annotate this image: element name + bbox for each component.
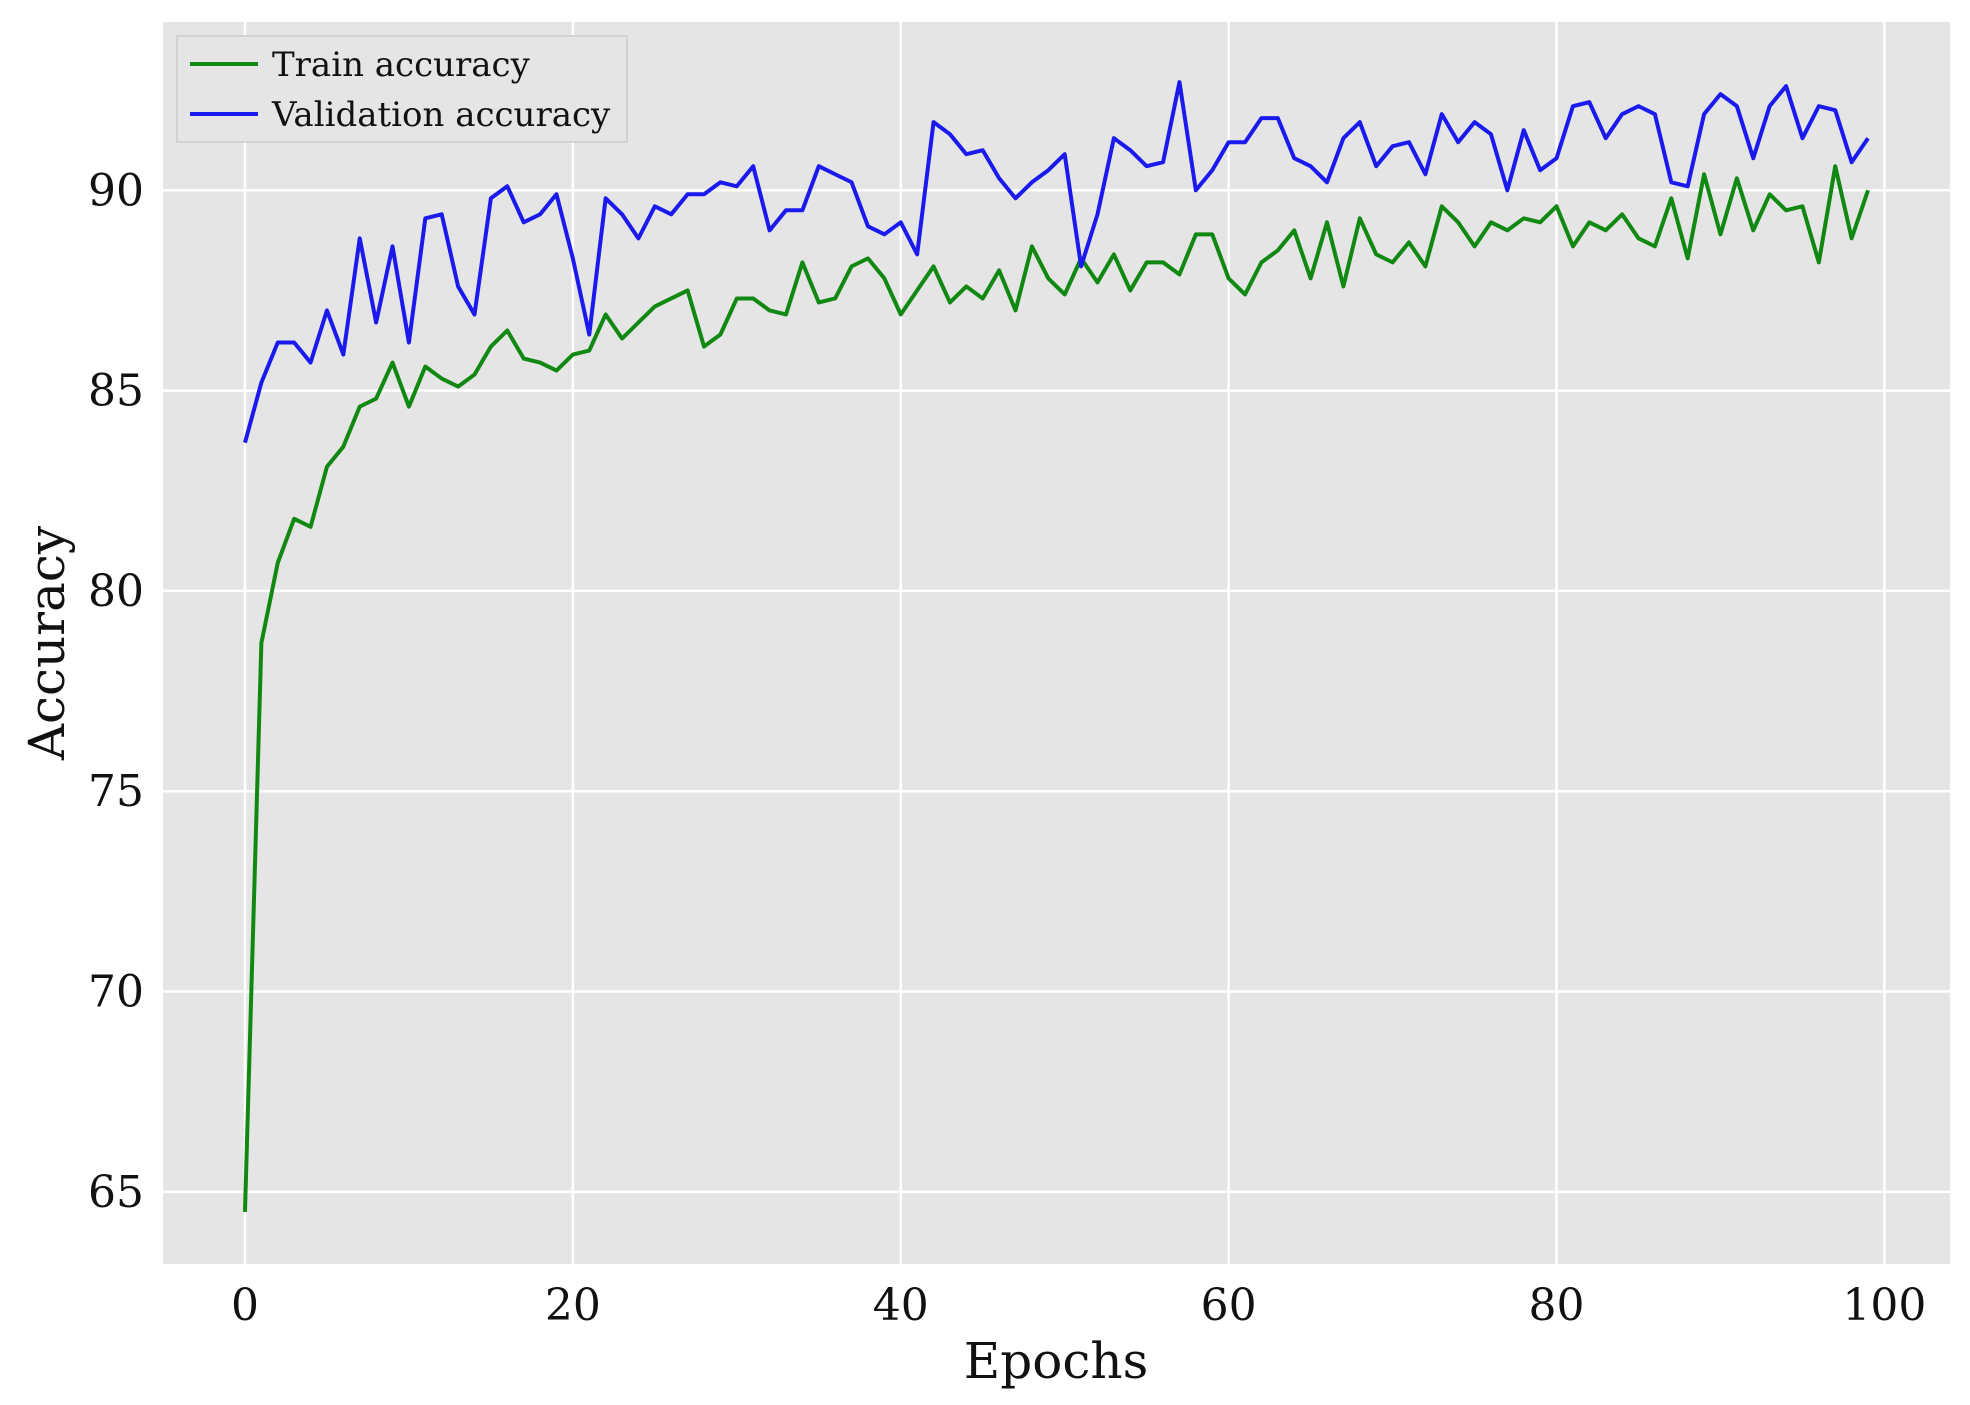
y-tick-label: 80 (88, 566, 144, 617)
y-tick-label: 65 (88, 1167, 144, 1218)
legend-box (176, 35, 628, 143)
legend: Train accuracy Validation accuracy (176, 35, 628, 143)
x-tick-label: 100 (1842, 1280, 1926, 1331)
grid-lines (163, 22, 1950, 1264)
legend-label-validation: Validation accuracy (271, 95, 611, 135)
legend-label-train: Train accuracy (272, 45, 531, 85)
x-tick-label: 20 (545, 1280, 601, 1331)
tick-labels: 0 20 40 60 80 100 65 70 75 80 85 90 (88, 165, 1926, 1331)
x-tick-label: 0 (231, 1280, 259, 1331)
y-axis-title: Accuracy (18, 525, 76, 761)
x-tick-label: 60 (1201, 1280, 1257, 1331)
series-layer (242, 80, 1870, 1212)
x-axis-title: Epochs (964, 1332, 1148, 1390)
x-tick-label: 80 (1529, 1280, 1585, 1331)
y-tick-label: 75 (88, 766, 144, 817)
series-line-validation (243, 80, 1870, 444)
y-tick-label: 90 (88, 165, 144, 216)
series-line-train (242, 164, 1870, 1212)
y-tick-label: 85 (88, 366, 144, 417)
plot-area (163, 22, 1950, 1264)
x-tick-label: 40 (873, 1280, 929, 1331)
y-tick-label: 70 (88, 967, 144, 1018)
